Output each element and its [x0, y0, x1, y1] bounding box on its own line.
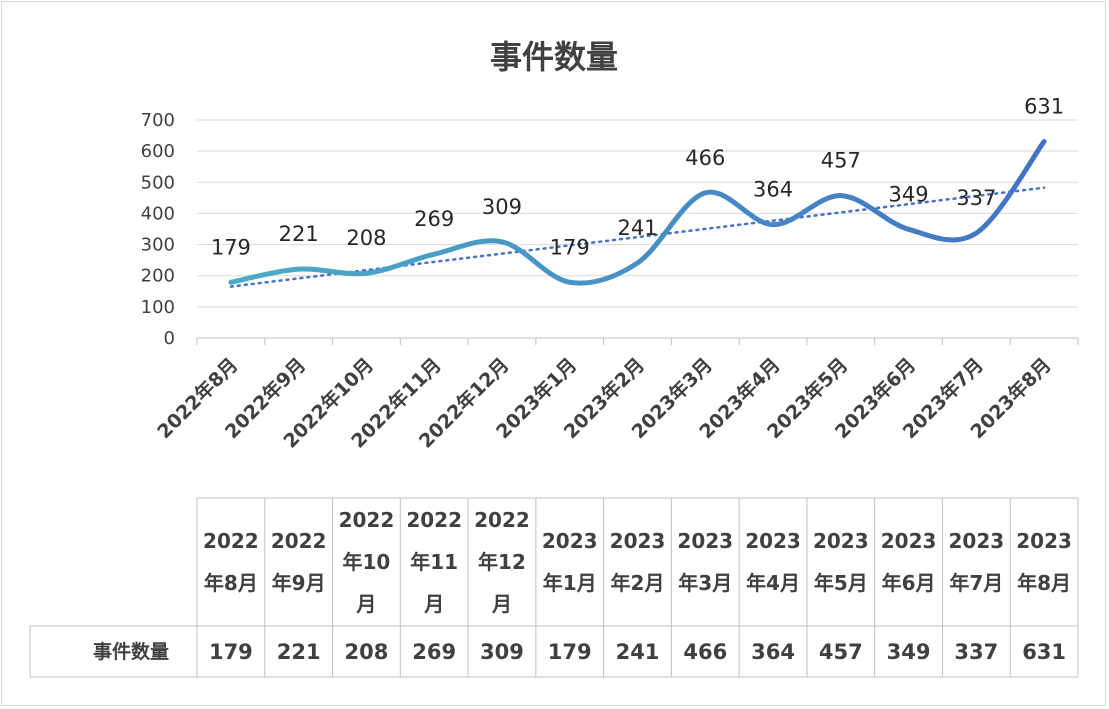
data-label: 337	[956, 186, 996, 210]
data-labels: 179 221 208 269 309 179 241 466 364 457 349 337 631	[211, 94, 1064, 259]
table-value-cell: 631	[1022, 640, 1066, 664]
table-header-cell: 年10	[343, 550, 391, 574]
table-header-cell: 年8月	[1017, 571, 1071, 595]
table-value-cell: 457	[819, 640, 863, 664]
y-tick-label: 300	[141, 235, 175, 256]
table-header-cell: 年2月	[611, 571, 665, 595]
table-header-cell: 年3月	[678, 571, 732, 595]
legend-series-label: 事件数量	[93, 640, 169, 663]
data-label: 349	[889, 182, 929, 206]
table-header-cell: 年9月	[272, 571, 326, 595]
table-header-cell: 年12	[478, 550, 526, 574]
table-value-cell: 466	[683, 640, 727, 664]
table-value-cell: 364	[751, 640, 795, 664]
table-header-cell: 年5月	[814, 571, 868, 595]
table-header-cell: 年4月	[746, 571, 800, 595]
y-tick-label: 400	[141, 203, 175, 224]
table-header-cell: 2023	[677, 529, 733, 553]
table-header-cell: 2022	[339, 508, 395, 532]
table-header-cell: 2023	[542, 529, 598, 553]
data-label: 241	[617, 216, 657, 240]
table-value-cell: 179	[548, 640, 592, 664]
table-header-cell: 月	[355, 592, 376, 616]
data-label: 364	[753, 178, 793, 202]
table-header-cell: 年7月	[949, 571, 1003, 595]
y-tick-label: 600	[141, 141, 175, 162]
y-tick-label: 700	[141, 110, 175, 131]
y-tick-label: 200	[141, 266, 175, 287]
y-tick-label: 0	[164, 328, 175, 349]
table-value-cell: 179	[209, 640, 253, 664]
table-header-cell: 月	[491, 592, 512, 616]
table-value-cell: 309	[480, 640, 524, 664]
x-axis-ticks: 2022年8月2022年9月2022年10月2022年11月2022年12月20…	[153, 353, 1056, 452]
y-axis-ticks: 0 100 200 300 400 500 600 700	[141, 110, 175, 349]
series-path-事件数量	[228, 138, 1047, 286]
data-label: 179	[550, 235, 590, 259]
data-table: 2022 年8月 2022 年9月 2022 年10 月 2022 年11 月 2022 年12 月 20…	[29, 497, 1079, 678]
table-header-cell: 2023	[1016, 529, 1072, 553]
y-tick-label: 500	[141, 172, 175, 193]
table-value-cell: 349	[887, 640, 931, 664]
table-value-cell: 221	[277, 640, 321, 664]
table-value-cell: 337	[954, 640, 998, 664]
data-label: 309	[482, 195, 522, 219]
data-label: 466	[685, 146, 725, 170]
table-header-cell: 年1月	[543, 571, 597, 595]
table-header-cell: 2022	[474, 508, 530, 532]
table-header-cell: 2022	[271, 529, 327, 553]
y-tick-label: 100	[141, 297, 175, 318]
table-header-cell: 年11	[410, 550, 458, 574]
table-header-cell: 年6月	[882, 571, 936, 595]
data-label: 631	[1024, 94, 1064, 118]
series-line	[228, 138, 1047, 286]
table-header-cell: 年8月	[204, 571, 258, 595]
table-header-cell: 2023	[610, 529, 666, 553]
table-header-cell: 2023	[881, 529, 937, 553]
table-header-cell: 2022	[406, 508, 462, 532]
table-value-cell: 208	[345, 640, 389, 664]
data-label: 208	[346, 226, 386, 250]
chart-title: 事件数量	[490, 38, 618, 76]
data-label: 269	[414, 207, 454, 231]
data-label: 221	[279, 222, 319, 246]
table-header-cell: 2022	[203, 529, 259, 553]
gridlines	[196, 119, 1079, 345]
table-value-cell: 269	[412, 640, 456, 664]
data-label: 179	[211, 235, 251, 259]
data-label: 457	[821, 149, 861, 173]
table-header-cell: 月	[423, 592, 444, 616]
table-value-cell: 241	[616, 640, 660, 664]
table-header-cell: 2023	[745, 529, 801, 553]
table-header-cell: 2023	[949, 529, 1005, 553]
table-header-cell: 2023	[813, 529, 869, 553]
